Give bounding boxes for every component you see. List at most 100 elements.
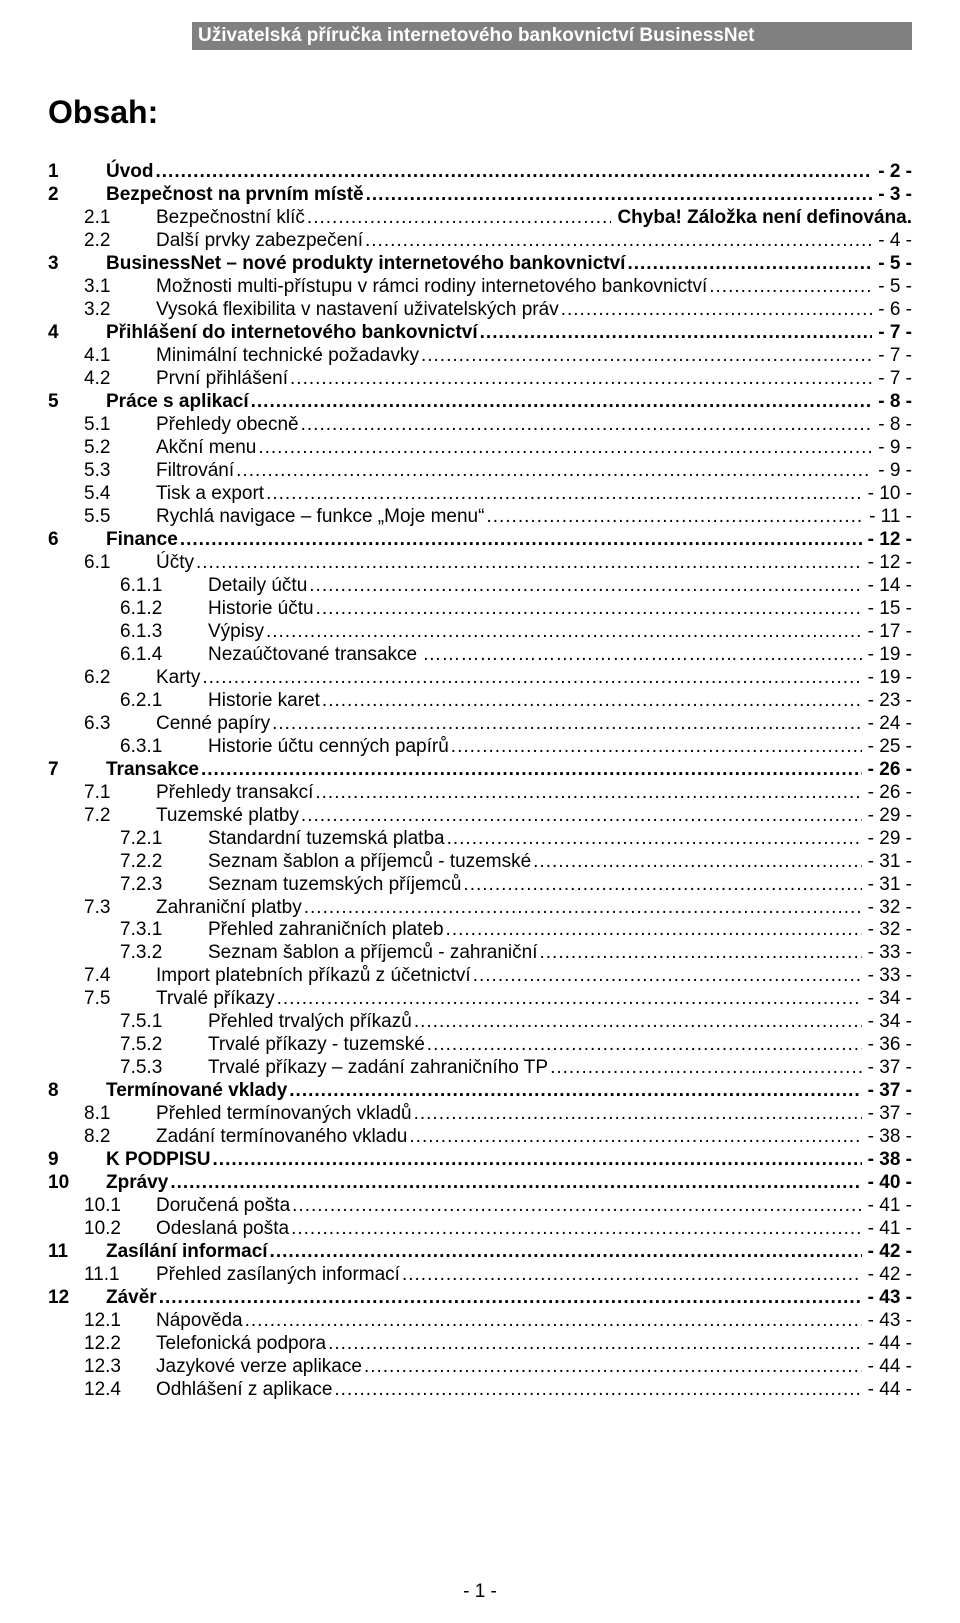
toc-entry-page: - 25 -: [864, 736, 912, 759]
toc-entry-number: 7.4: [84, 965, 156, 988]
toc-entry-page: - 43 -: [864, 1287, 912, 1310]
toc-leader: [301, 805, 862, 828]
toc-entry: 7.5.3Trvalé příkazy – zadání zahraničníh…: [120, 1057, 912, 1080]
toc-entry-title: Bezpečnost na prvním místě: [106, 184, 364, 207]
toc-entry: 12Závěr- 43 -: [48, 1287, 912, 1310]
toc-entry-page: - 34 -: [864, 988, 912, 1011]
toc-entry-number: 9: [48, 1149, 106, 1172]
toc-entry-page: - 7 -: [874, 345, 912, 368]
toc-entry-title: Nezaúčtované transakce ………………………………………….…: [208, 644, 737, 667]
toc-entry: 2.1Bezpečnostní klíčChyba! Záložka není …: [84, 207, 912, 230]
toc-entry-page: - 6 -: [874, 299, 912, 322]
toc-entry-number: 1: [48, 161, 106, 184]
toc-entry-page: - 7 -: [874, 322, 912, 345]
toc-entry-page: Chyba! Záložka není definována.: [613, 207, 912, 230]
toc-entry-page: - 2 -: [874, 161, 912, 184]
table-of-contents: 1Úvod- 2 -2Bezpečnost na prvním místě- 3…: [48, 161, 912, 1402]
toc-entry-title: Historie účtu cenných papírů: [208, 736, 449, 759]
toc-leader: [480, 322, 873, 345]
toc-entry-title: BusinessNet – nové produkty internetovéh…: [106, 253, 625, 276]
toc-entry-title: Seznam šablon a příjemců - zahraniční: [208, 942, 538, 965]
toc-entry-title: Přehledy transakcí: [156, 782, 313, 805]
toc-entry-title: Nápověda: [156, 1310, 243, 1333]
toc-entry-title: Účty: [156, 552, 194, 575]
toc-leader: [447, 828, 862, 851]
toc-entry-number: 5.2: [84, 437, 156, 460]
toc-entry-page: - 23 -: [864, 690, 912, 713]
toc-entry: 6.1.3Výpisy- 17 -: [120, 621, 912, 644]
toc-entry: 7Transakce- 26 -: [48, 759, 912, 782]
toc-entry-title: Zasílání informací: [106, 1241, 268, 1264]
toc-entry: 12.2Telefonická podpora- 44 -: [84, 1333, 912, 1356]
toc-entry-number: 5.1: [84, 414, 156, 437]
toc-leader: [307, 207, 612, 230]
toc-entry-number: 5.4: [84, 483, 156, 506]
toc-leader: [366, 184, 873, 207]
toc-leader: [245, 1310, 862, 1333]
toc-entry-title: Další prvky zabezpečení: [156, 230, 363, 253]
toc-entry-page: - 34 -: [864, 1011, 912, 1034]
toc-entry: 7.1Přehledy transakcí- 26 -: [84, 782, 912, 805]
toc-entry: 5.3Filtrování- 9 -: [84, 460, 912, 483]
toc-entry: 9K PODPISU- 38 -: [48, 1149, 912, 1172]
toc-leader: [414, 1011, 862, 1034]
toc-entry-title: Přehled zasílaných informací: [156, 1264, 400, 1287]
toc-leader: [291, 1218, 862, 1241]
toc-entry-page: - 9 -: [874, 460, 912, 483]
toc-entry-title: Karty: [156, 667, 200, 690]
toc-entry-number: 7.3.2: [120, 942, 208, 965]
toc-entry: 7.5.1Přehled trvalých příkazů- 34 -: [120, 1011, 912, 1034]
toc-leader: [277, 988, 862, 1011]
toc-leader: [533, 851, 862, 874]
toc-entry: 7.3Zahraniční platby- 32 -: [84, 897, 912, 920]
toc-entry-number: 8.2: [84, 1126, 156, 1149]
toc-entry-title: Závěr: [106, 1287, 157, 1310]
toc-entry-number: 5: [48, 391, 106, 414]
toc-leader: [540, 942, 862, 965]
toc-entry-number: 7.1: [84, 782, 156, 805]
toc-entry-number: 11: [48, 1241, 106, 1264]
toc-entry-number: 10: [48, 1172, 106, 1195]
toc-entry: 6.2.1Historie karet- 23 -: [120, 690, 912, 713]
toc-leader: [315, 782, 861, 805]
toc-leader: [409, 1126, 861, 1149]
toc-leader: [322, 690, 862, 713]
page-container: Uživatelská příručka internetového banko…: [0, 0, 960, 1623]
toc-entry-title: Seznam tuzemských příjemců: [208, 874, 461, 897]
toc-entry-number: 7.2.1: [120, 828, 208, 851]
toc-heading: Obsah:: [48, 94, 912, 131]
toc-entry-number: 7.2.3: [120, 874, 208, 897]
toc-entry-number: 7: [48, 759, 106, 782]
toc-entry-title: Bezpečnostní klíč: [156, 207, 305, 230]
toc-entry: 5.4Tisk a export- 10 -: [84, 483, 912, 506]
toc-entry-number: 6.1.1: [120, 575, 208, 598]
toc-entry-title: Výpisy: [208, 621, 264, 644]
toc-entry: 10.1Doručená pošta- 41 -: [84, 1195, 912, 1218]
toc-entry-title: Přehled termínovaných vkladů: [156, 1103, 412, 1126]
toc-entry-page: - 43 -: [864, 1310, 912, 1333]
toc-entry-title: Práce s aplikací: [106, 391, 249, 414]
toc-entry: 6.3Cenné papíry- 24 -: [84, 713, 912, 736]
toc-entry-title: Trvalé příkazy – zadání zahraničního TP: [208, 1057, 548, 1080]
toc-leader: [258, 437, 872, 460]
toc-entry: 12.3Jazykové verze aplikace- 44 -: [84, 1356, 912, 1379]
toc-entry-title: Trvalé příkazy: [156, 988, 275, 1011]
toc-leader: [159, 1287, 862, 1310]
toc-leader: [486, 506, 863, 529]
toc-entry-number: 7.5.3: [120, 1057, 208, 1080]
toc-entry: 2Bezpečnost na prvním místě- 3 -: [48, 184, 912, 207]
toc-entry: 2.2Další prvky zabezpečení- 4 -: [84, 230, 912, 253]
toc-entry-title: Akční menu: [156, 437, 256, 460]
toc-entry: 6.3.1Historie účtu cenných papírů- 25 -: [120, 736, 912, 759]
toc-entry: 7.2.1Standardní tuzemská platba- 29 -: [120, 828, 912, 851]
toc-entry-page: - 37 -: [864, 1080, 912, 1103]
toc-entry-title: Seznam šablon a příjemců - tuzemské: [208, 851, 531, 874]
toc-entry-page: - 37 -: [864, 1103, 912, 1126]
toc-leader: [270, 1241, 862, 1264]
toc-entry: 6.1.2Historie účtu- 15 -: [120, 598, 912, 621]
toc-entry-page: - 5 -: [874, 253, 912, 276]
toc-entry-number: 10.2: [84, 1218, 156, 1241]
toc-entry-page: - 12 -: [864, 529, 912, 552]
toc-entry-title: Odeslaná pošta: [156, 1218, 289, 1241]
toc-entry-title: Detaily účtu: [208, 575, 307, 598]
